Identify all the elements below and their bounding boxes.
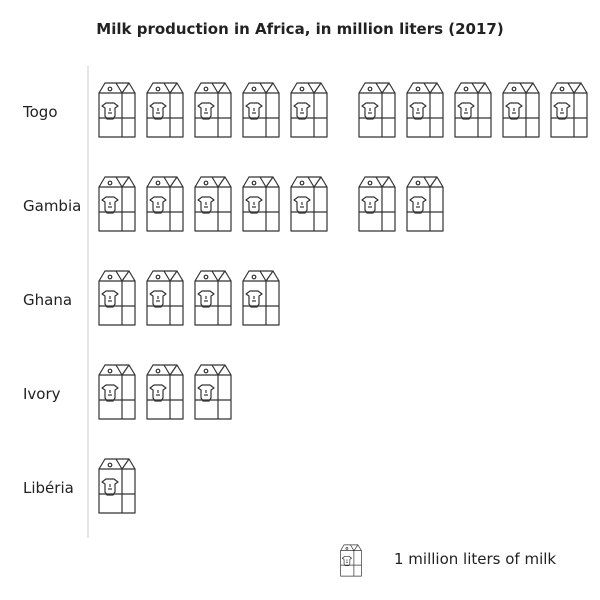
milk-carton-icon: [146, 364, 184, 420]
chart-title: Milk production in Africa, in million li…: [96, 20, 504, 38]
milk-carton-icon: [98, 364, 136, 420]
milk-carton-icon: [454, 82, 492, 138]
milk-carton-icon: [194, 82, 232, 138]
milk-carton-icon: [194, 364, 232, 420]
legend-milk-carton-icon: [340, 544, 362, 577]
milk-carton-icon: [98, 82, 136, 138]
legend-label: 1 million liters of milk: [394, 550, 557, 568]
milk-carton-icon: [98, 458, 136, 514]
milk-carton-icon: [550, 82, 588, 138]
milk-carton-icon: [194, 176, 232, 232]
milk-carton-icon: [146, 82, 184, 138]
milk-carton-icon: [406, 176, 444, 232]
milk-carton-icon: [502, 82, 540, 138]
row-label-3: Ivory: [23, 385, 61, 403]
milk-carton-icon: [290, 176, 328, 232]
row-label-1: Gambia: [23, 197, 81, 215]
milk-carton-icon: [358, 176, 396, 232]
milk-carton-icon: [194, 270, 232, 326]
milk-carton-icon: [358, 82, 396, 138]
row-label-4: Libéria: [23, 479, 74, 497]
row-label-2: Ghana: [23, 291, 72, 309]
milk-carton-icon: [146, 270, 184, 326]
milk-carton-icon: [242, 270, 280, 326]
milk-carton-icon: [290, 82, 328, 138]
milk-carton-icon: [98, 176, 136, 232]
milk-carton-icon: [146, 176, 184, 232]
milk-carton-icon: [242, 176, 280, 232]
milk-carton-icon: [98, 270, 136, 326]
milk-carton-icon: [242, 82, 280, 138]
milk-carton-icon: [406, 82, 444, 138]
row-label-0: Togo: [22, 103, 58, 121]
